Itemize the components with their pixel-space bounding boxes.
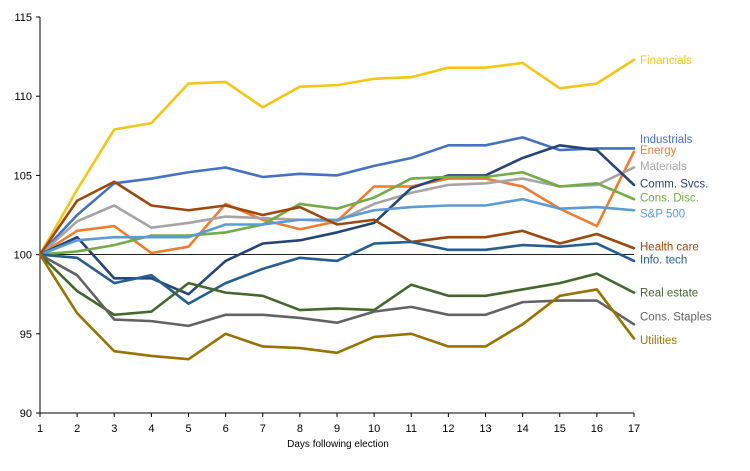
x-tick-label: 9 <box>334 423 340 435</box>
y-tick-label: 95 <box>20 329 32 341</box>
series-label-info-tech: Info. tech <box>640 254 687 266</box>
series-label-industrials: Industrials <box>640 134 693 146</box>
x-tick-label: 14 <box>517 423 529 435</box>
y-tick-label: 90 <box>20 408 32 420</box>
x-tick-label: 4 <box>148 423 154 435</box>
series-label-comm-svcs: Comm. Svcs. <box>640 178 708 190</box>
x-tick-label: 15 <box>554 423 566 435</box>
series-line-financials <box>38 58 636 256</box>
series-label-cons-disc: Cons. Disc. <box>640 193 699 205</box>
x-tick-label: 12 <box>442 423 454 435</box>
x-tick-label: 2 <box>74 423 80 435</box>
y-tick-label: 100 <box>14 250 32 262</box>
x-tick-label: 17 <box>628 423 640 435</box>
series-label-cons-staples: Cons. Staples <box>640 311 712 323</box>
series-label-health-care: Health care <box>640 242 699 254</box>
series-label-real-estate: Real estate <box>640 288 698 300</box>
x-tick-label: 5 <box>185 423 191 435</box>
series-line-utilities <box>38 253 636 361</box>
series-line-cons-disc <box>38 170 636 256</box>
y-tick-label: 105 <box>14 170 32 182</box>
series-label-s-p-500: S&P 500 <box>640 208 685 220</box>
x-tick-label: 1 <box>37 423 43 435</box>
x-tick-label: 6 <box>223 423 229 435</box>
series-label-financials: Financials <box>640 55 692 67</box>
x-tick-label: 8 <box>297 423 303 435</box>
series-label-utilities: Utilities <box>640 335 677 347</box>
series-line-cons-staples <box>38 253 636 328</box>
series-label-energy: Energy <box>640 145 677 157</box>
x-tick-label: 16 <box>591 423 603 435</box>
series-line-real-estate <box>38 253 636 317</box>
series-label-materials: Materials <box>640 161 687 173</box>
series-line-health-care <box>38 180 636 256</box>
y-tick-label: 110 <box>14 91 32 103</box>
x-tick-label: 7 <box>260 423 266 435</box>
y-tick-label: 115 <box>14 12 32 24</box>
x-tick-label: 10 <box>368 423 380 435</box>
x-axis-title: Days following election <box>287 439 389 450</box>
x-tick-label: 11 <box>406 423 417 435</box>
series-line-info-tech <box>38 240 636 306</box>
x-tick-label: 13 <box>479 423 491 435</box>
series-line-materials <box>38 166 636 256</box>
x-tick-label: 3 <box>111 423 117 435</box>
series-layer <box>38 58 636 361</box>
series-line-s-p-500 <box>38 197 636 256</box>
series-line-industrials <box>38 136 636 256</box>
